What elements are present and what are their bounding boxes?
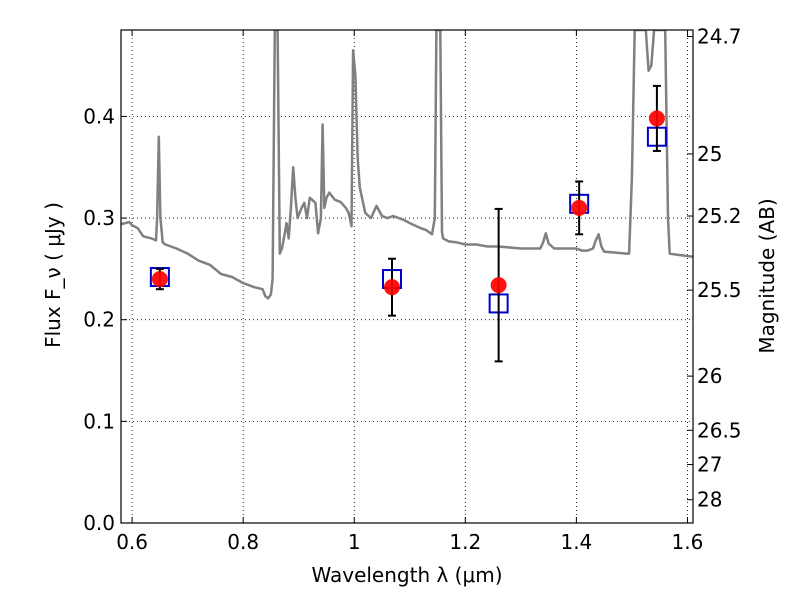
observed-point	[384, 279, 401, 296]
y-tick-label: 0.2	[83, 308, 115, 332]
observed-points	[151, 110, 665, 296]
right-tick-label: 25	[697, 142, 722, 166]
observed-point	[571, 199, 588, 216]
observed-point	[648, 110, 665, 127]
right-tick-label: 25.5	[697, 278, 742, 302]
y-tick-label: 0.4	[83, 104, 115, 128]
x-tick-label: 0.8	[227, 530, 259, 554]
x-tick-label: 1.2	[449, 530, 481, 554]
y-tick-label: 0.1	[83, 409, 115, 433]
model-squares	[149, 126, 667, 314]
plot-frame	[120, 29, 694, 524]
axis-ticks: 0.6 0.8 1 1.2 1.4 1.6 0.0 0.1 0.2 0.3 0.4 24.7 25 25.…	[83, 25, 741, 554]
right-tick-label: 28	[697, 488, 722, 512]
x-axis-label: Wavelength λ (μm)	[311, 563, 502, 587]
x-tick-label: 1.4	[560, 530, 592, 554]
observed-point	[490, 277, 507, 294]
grid-lines	[121, 30, 693, 524]
right-tick-label: 26.5	[697, 418, 742, 442]
x-tick-label: 1	[348, 530, 361, 554]
observed-point	[151, 271, 168, 288]
right-tick-label: 27	[697, 453, 722, 477]
x-tick-label: 1.6	[672, 530, 704, 554]
right-tick-label: 26	[697, 364, 722, 388]
right-tick-label: 25.2	[697, 204, 742, 228]
y-right-axis-label: Magnitude (AB)	[755, 198, 779, 353]
y-tick-label: 0.3	[83, 206, 115, 230]
y-tick-label: 0.0	[83, 511, 115, 535]
x-tick-label: 0.6	[116, 530, 148, 554]
right-tick-label: 24.7	[697, 25, 742, 49]
spectrum-line	[121, 30, 693, 300]
y-axis-label: Flux F_ν ( μJy )	[41, 202, 65, 348]
spectrum-layer	[121, 30, 693, 300]
